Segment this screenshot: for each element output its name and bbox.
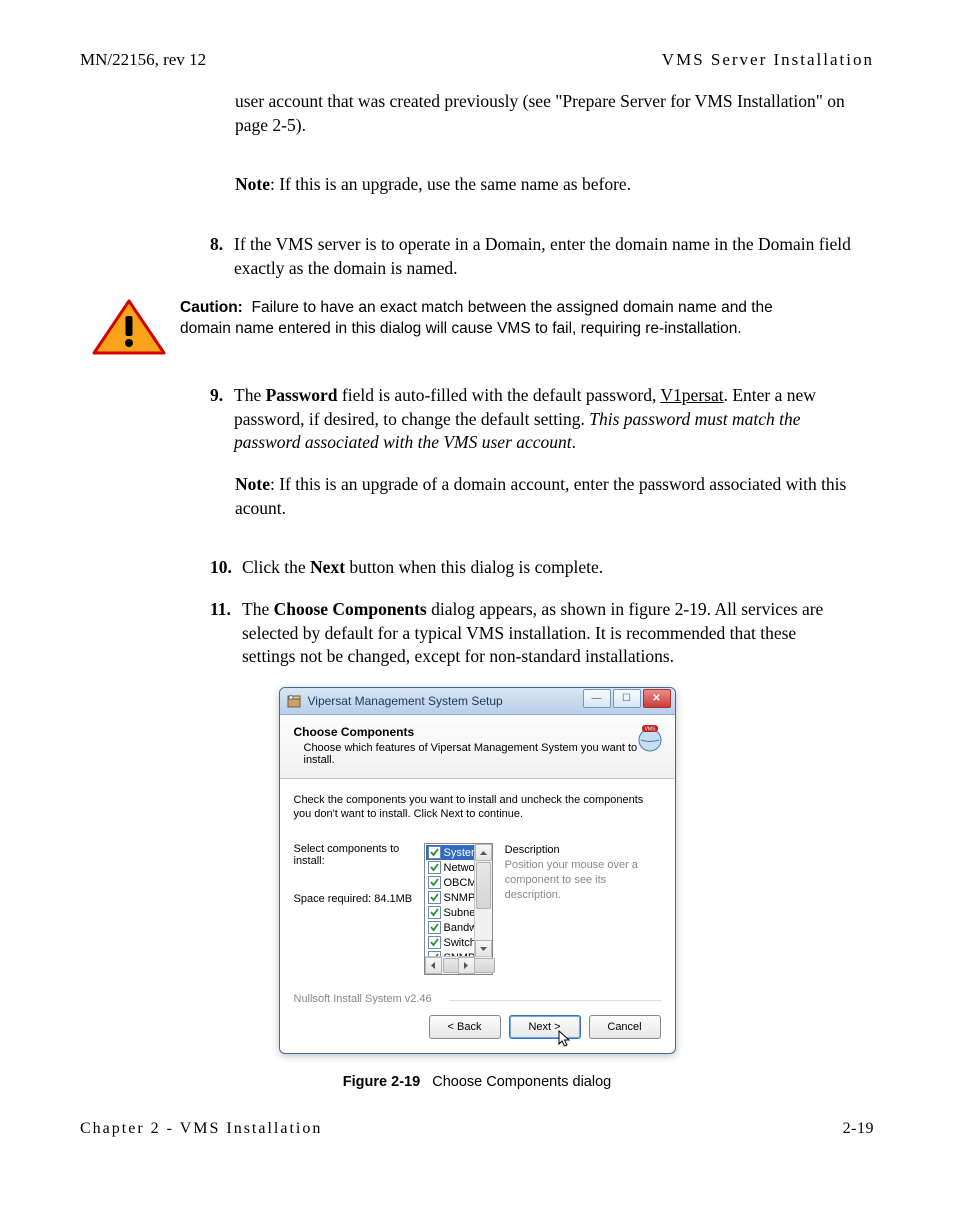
warning-icon xyxy=(90,298,168,356)
step-8: 8.If the VMS server is to operate in a D… xyxy=(210,233,874,280)
component-item-system[interactable]: System xyxy=(426,845,474,860)
component-item[interactable]: Switching Manager xyxy=(426,935,474,950)
component-item[interactable]: Network Manager xyxy=(426,860,474,875)
dialog-header: Choose Components Choose which features … xyxy=(280,715,675,779)
cursor-icon xyxy=(558,1030,572,1048)
horizontal-scrollbar[interactable] xyxy=(425,956,492,974)
space-required: Space required: 84.1MB xyxy=(294,893,424,905)
next-button[interactable]: Next > xyxy=(509,1015,581,1039)
scroll-right-button[interactable] xyxy=(458,957,475,974)
component-item[interactable]: Bandwidth Manager xyxy=(426,920,474,935)
vms-logo-icon: VMS xyxy=(635,723,665,753)
minimize-button[interactable]: — xyxy=(583,689,611,708)
titlebar[interactable]: Vipersat Management System Setup — ☐ ✕ xyxy=(280,688,675,715)
dialog-instruction: Check the components you want to install… xyxy=(294,793,661,822)
step-10: 10.Click the Next button when this dialo… xyxy=(210,556,874,580)
back-button[interactable]: < Back xyxy=(429,1015,501,1039)
component-item[interactable]: SNMP Service xyxy=(426,890,474,905)
svg-text:VMS: VMS xyxy=(644,726,656,732)
intro-paragraph: user account that was created previously… xyxy=(235,90,874,197)
installer-dialog: Vipersat Management System Setup — ☐ ✕ C… xyxy=(279,687,676,1055)
component-item[interactable]: OBCM xyxy=(426,875,474,890)
select-components-label: Select components to install: xyxy=(294,843,424,867)
close-button[interactable]: ✕ xyxy=(643,689,671,708)
installer-icon xyxy=(286,693,302,709)
cancel-button[interactable]: Cancel xyxy=(589,1015,661,1039)
scroll-up-button[interactable] xyxy=(475,844,492,861)
header-right: VMS Server Installation xyxy=(662,50,874,70)
scroll-down-button[interactable] xyxy=(475,940,492,957)
header-left: MN/22156, rev 12 xyxy=(80,50,206,70)
maximize-button[interactable]: ☐ xyxy=(613,689,641,708)
step-11: 11.The Choose Components dialog appears,… xyxy=(210,598,874,669)
footer-left: Chapter 2 - VMS Installation xyxy=(80,1120,322,1138)
components-listbox[interactable]: System Network Manager OBCM SNMP Service… xyxy=(424,843,493,975)
footer-right: 2-19 xyxy=(843,1120,874,1138)
scroll-left-button[interactable] xyxy=(425,957,442,974)
component-item[interactable]: Subnet Manager xyxy=(426,905,474,920)
scroll-thumb[interactable] xyxy=(476,862,491,909)
note-2: Note: If this is an upgrade of a domain … xyxy=(235,473,874,520)
vertical-scrollbar[interactable] xyxy=(474,844,492,957)
nsis-footer: Nullsoft Install System v2.46 xyxy=(294,993,675,1005)
description-panel: Description Position your mouse over a c… xyxy=(505,843,661,902)
step-9: 9.The Password field is auto-filled with… xyxy=(210,384,874,455)
caution-block: Caution: Failure to have an exact match … xyxy=(80,298,874,356)
figure-caption: Figure 2-19 Choose Components dialog xyxy=(80,1074,874,1090)
titlebar-text: Vipersat Management System Setup xyxy=(308,694,503,708)
